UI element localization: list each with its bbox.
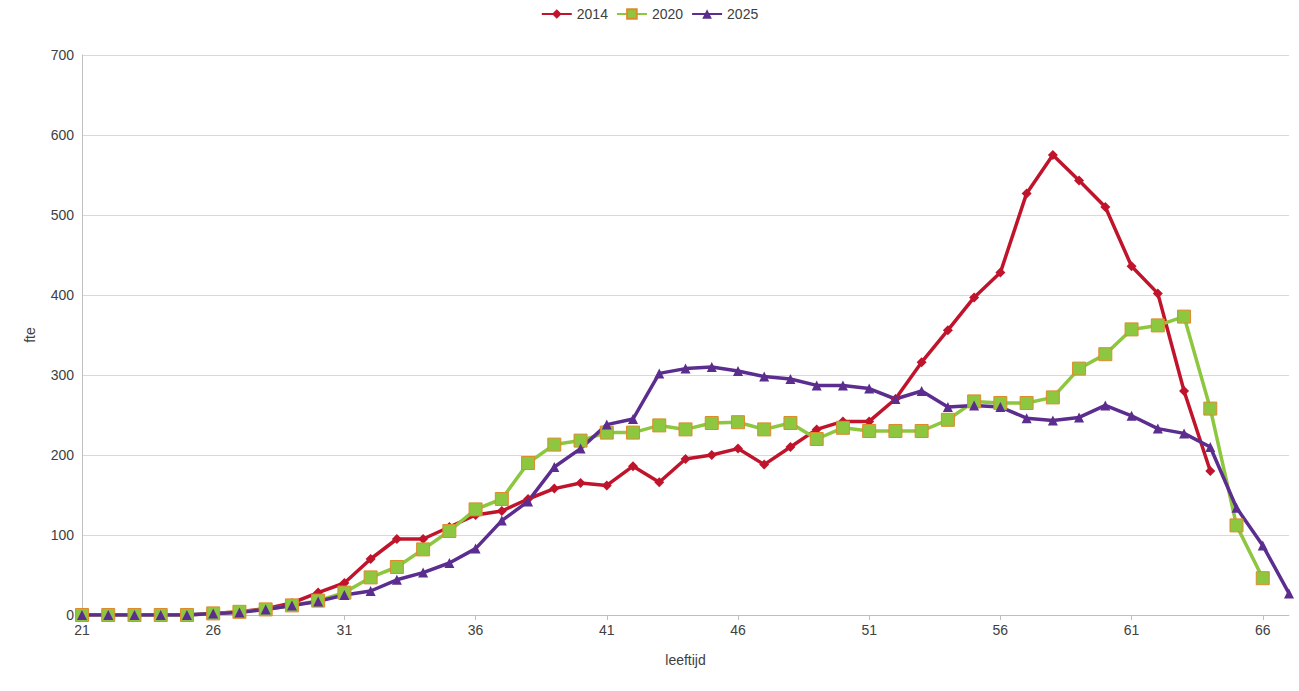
svg-text:21: 21 [74,622,90,638]
svg-text:41: 41 [599,622,615,638]
svg-text:26: 26 [205,622,221,638]
svg-text:700: 700 [51,47,75,63]
svg-text:46: 46 [730,622,746,638]
svg-text:500: 500 [51,207,75,223]
svg-text:36: 36 [468,622,484,638]
svg-text:2020: 2020 [652,6,683,22]
svg-text:300: 300 [51,367,75,383]
svg-text:66: 66 [1255,622,1271,638]
svg-text:400: 400 [51,287,75,303]
svg-text:2025: 2025 [727,6,758,22]
svg-text:200: 200 [51,447,75,463]
svg-text:51: 51 [861,622,877,638]
svg-text:600: 600 [51,127,75,143]
svg-text:leeftijd: leeftijd [665,652,705,668]
svg-text:61: 61 [1124,622,1140,638]
svg-text:31: 31 [337,622,353,638]
svg-text:56: 56 [993,622,1009,638]
svg-text:fte: fte [22,327,38,343]
svg-text:0: 0 [66,607,74,623]
svg-text:2014: 2014 [577,6,608,22]
svg-text:100: 100 [51,527,75,543]
